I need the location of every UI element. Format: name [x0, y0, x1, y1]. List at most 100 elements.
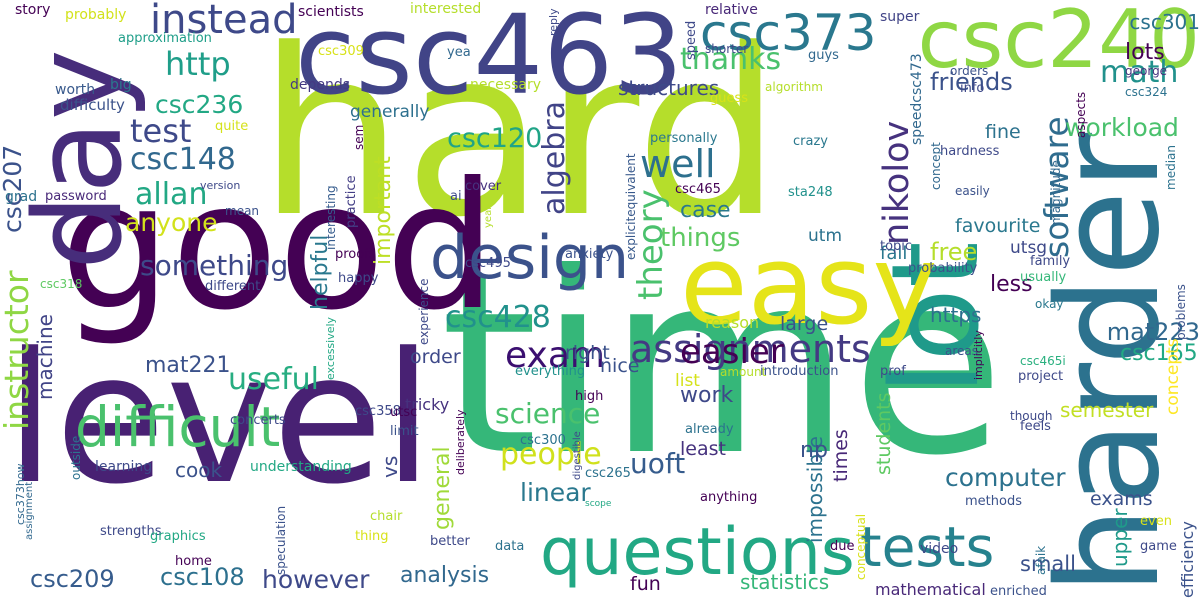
cloud-word: deliberately — [454, 409, 467, 475]
cloud-word: well — [640, 142, 716, 186]
cloud-word: work — [680, 383, 734, 408]
cloud-word: aspects — [1074, 91, 1088, 138]
cloud-word: csc463 — [295, 0, 684, 119]
cloud-word: something — [140, 249, 289, 282]
cloud-word: csc300 — [520, 433, 566, 448]
cloud-word: algebra — [537, 101, 572, 215]
cloud-word: difficulty — [60, 96, 125, 114]
cloud-word: free — [930, 238, 978, 266]
cloud-word: grad — [5, 189, 38, 205]
cloud-word: quite — [215, 119, 249, 134]
cloud-word: areas — [945, 344, 979, 358]
cloud-word: csc301 — [1129, 10, 1200, 34]
cloud-word: mathematical — [875, 580, 986, 599]
cloud-word: science — [495, 397, 601, 430]
cloud-word: csc358 — [355, 404, 401, 419]
cloud-word: cook — [175, 458, 223, 482]
cloud-word: depends — [290, 77, 351, 93]
cloud-word: utsg — [1010, 238, 1048, 258]
cloud-word: scientists — [298, 4, 364, 20]
cloud-word: upper — [1108, 508, 1132, 567]
cloud-word: hard — [258, 1, 782, 268]
cloud-word: conceptual — [854, 513, 868, 580]
cloud-word: statistics — [740, 570, 830, 594]
cloud-word: feels — [1020, 419, 1051, 434]
cloud-word: thanks — [680, 42, 782, 77]
cloud-word: anything — [700, 490, 758, 505]
cloud-word: csc495 — [465, 256, 511, 271]
cloud-word: design — [430, 223, 630, 293]
cloud-word: probably — [65, 7, 127, 23]
cloud-word: assignment — [24, 481, 35, 540]
cloud-word: exams — [1090, 488, 1153, 510]
cloud-word: anyone — [125, 208, 218, 237]
cloud-word: math — [1100, 55, 1179, 90]
cloud-word: usually — [1020, 270, 1067, 285]
cloud-word: george — [1125, 64, 1168, 78]
cloud-word: linear — [520, 478, 591, 507]
cloud-word: csc148 — [130, 142, 236, 177]
cloud-word: magnitude — [1049, 160, 1063, 225]
cloud-word: csc428 — [445, 300, 551, 335]
cloud-word: chair — [370, 509, 403, 524]
cloud-word: useful — [228, 362, 320, 397]
cloud-word: super — [880, 9, 920, 25]
cloud-word: http — [165, 45, 231, 83]
cloud-word: enriched — [990, 584, 1047, 599]
cloud-word: interested — [410, 1, 482, 17]
cloud-word: due — [830, 539, 855, 554]
cloud-word: csc265 — [585, 466, 631, 481]
cloud-word: np — [800, 438, 828, 463]
cloud-word: csc165 — [1120, 341, 1198, 366]
cloud-word: version — [200, 179, 241, 192]
cloud-word: already — [685, 422, 734, 437]
cloud-word: implicitly — [972, 330, 985, 380]
cloud-word: test — [130, 112, 192, 150]
cloud-word: fall — [880, 243, 908, 264]
cloud-word: csc209 — [30, 565, 115, 593]
cloud-word: times — [830, 429, 852, 482]
cloud-word: csc465i — [1020, 354, 1066, 368]
cloud-word: shorter — [705, 42, 749, 56]
cloud-word: though — [1010, 409, 1053, 423]
cloud-word: probability — [908, 261, 978, 276]
cloud-word: nice — [600, 355, 640, 377]
cloud-word: happy — [338, 271, 379, 286]
cloud-word: however — [262, 565, 370, 594]
cloud-word: order — [410, 346, 461, 368]
cloud-word: speculation — [274, 505, 288, 575]
cloud-word: favourite — [955, 215, 1041, 237]
cloud-word: level — [5, 315, 434, 524]
cloud-word: game — [1140, 539, 1177, 554]
cloud-word: learning — [95, 459, 153, 475]
cloud-word: reason — [705, 313, 760, 332]
cloud-word: csc309 — [318, 44, 364, 59]
cloud-word: explicitequivalent — [624, 153, 638, 260]
cloud-word: approximation — [118, 31, 212, 46]
cloud-word: hardness — [940, 144, 1000, 159]
cloud-word: story — [15, 2, 51, 18]
cloud-word: easy — [680, 221, 938, 349]
cloud-word: crazy — [793, 134, 828, 149]
cloud-word: time — [440, 219, 1005, 510]
cloud-word: speed — [684, 20, 699, 60]
cloud-word: machine — [33, 314, 57, 400]
cloud-word: problems — [1174, 284, 1188, 340]
cloud-word: prof — [880, 364, 906, 379]
cloud-word: utm — [808, 226, 842, 246]
cloud-word: better — [430, 534, 470, 549]
cloud-word: outside — [69, 435, 83, 480]
cloud-word: good — [60, 146, 497, 349]
cloud-word: students — [873, 392, 895, 475]
cloud-word: https — [930, 303, 982, 327]
cloud-word: difficult — [75, 395, 281, 459]
cloud-word: csc465 — [675, 182, 721, 197]
cloud-word: even — [1140, 514, 1172, 529]
cloud-word: semester — [1060, 398, 1154, 422]
cloud-word: mean — [225, 204, 260, 218]
cloud-word: practice — [344, 175, 359, 228]
cloud-word: median — [1164, 145, 1178, 190]
cloud-word: csc108 — [160, 563, 245, 591]
cloud-word: graphics — [150, 529, 206, 544]
cloud-word: case — [680, 198, 731, 223]
